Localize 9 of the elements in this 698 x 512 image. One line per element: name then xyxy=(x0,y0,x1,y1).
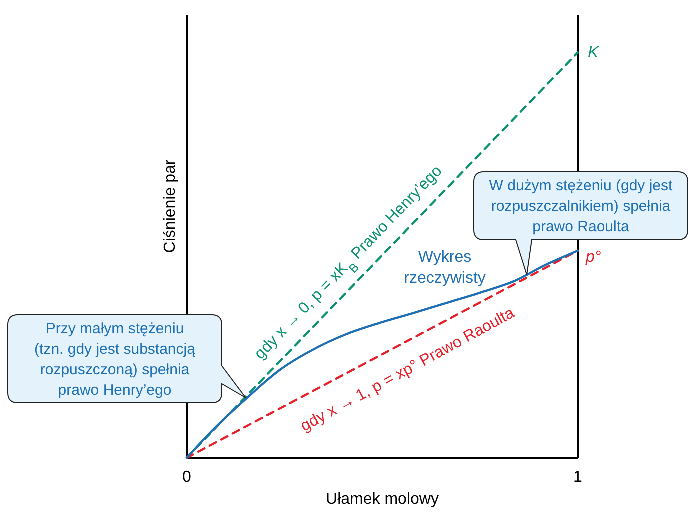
x-axis-title: Ułamek molowy xyxy=(326,491,439,508)
annotation: Wykres rzeczywisty xyxy=(404,249,486,287)
x-tick-label: 1 xyxy=(574,469,583,486)
annotation: K xyxy=(588,44,600,62)
annotation: W dużym stężeniu (gdy jest rozpuszczalnikiem) spełnia prawo Raoulta xyxy=(489,178,674,236)
x-tick-label: 0 xyxy=(182,469,192,486)
y-axis-title: Ciśnienie par xyxy=(162,159,179,254)
annotation: Przy małym stężeniu (tzn. gdy jest substancją rozpuszczoną) spełnia prawo Henry’ego xyxy=(34,320,196,399)
annotation: p° xyxy=(585,248,602,266)
